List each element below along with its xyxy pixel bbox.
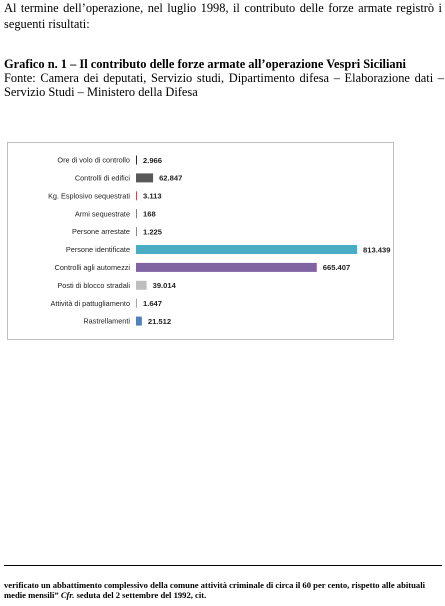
category-label: Persone identificate [66,245,130,254]
value-label: 168 [143,210,156,219]
value-label: 2.966 [143,156,162,165]
bar [136,298,137,308]
category-label: Controlli di edifici [75,174,131,183]
category-label: Posti di blocco stradali [57,281,130,290]
bar [136,280,147,290]
footnote-text-after: seduta del 2 settembre del 1992, cit. [74,590,207,600]
value-label: 1.647 [143,299,162,308]
category-label: Controlli agli automezzi [55,263,131,272]
value-label: 3.113 [143,192,162,201]
footnote-text-before: verificato un abbattimento complessivo d… [4,580,425,600]
footnote: verificato un abbattimento complessivo d… [4,580,444,600]
value-label: 21.512 [148,317,171,326]
bar [136,191,137,201]
value-label: 1.225 [143,227,163,236]
category-label: Attività di pattugliamento [51,299,131,308]
value-label: 62.847 [159,174,182,183]
footnote-separator [4,565,442,566]
category-label: Armi sequestrate [75,209,130,218]
value-label: 665.407 [323,263,350,272]
footnote-cfr: Cfr. [60,590,75,600]
value-label: 813.439 [363,245,390,254]
bar [136,155,137,165]
bar [136,245,357,254]
figure-source: Fonte: Camera dei deputati, Servizio stu… [4,71,444,99]
figure-title: Grafico n. 1 – Il contributo delle forze… [4,57,406,71]
category-label: Persone arrestate [72,227,130,236]
chart-container: Ore di volo di controllo 2.966 Controlli d… [7,142,394,340]
bar [136,173,154,183]
bar [136,209,137,219]
category-label: Ore di volo di controllo [57,156,130,165]
value-label: 39.014 [153,281,177,290]
category-label: Rastrellamenti [83,317,130,326]
bar-chart: Ore di volo di controllo 2.966 Controlli d… [48,155,390,326]
bar [136,316,142,326]
category-label: Kg. Esplosivo sequestrati [48,191,130,200]
bar [136,262,317,272]
intro-paragraph: Al termine dell’operazione, nel luglio 1… [4,1,442,31]
bar [136,227,137,237]
